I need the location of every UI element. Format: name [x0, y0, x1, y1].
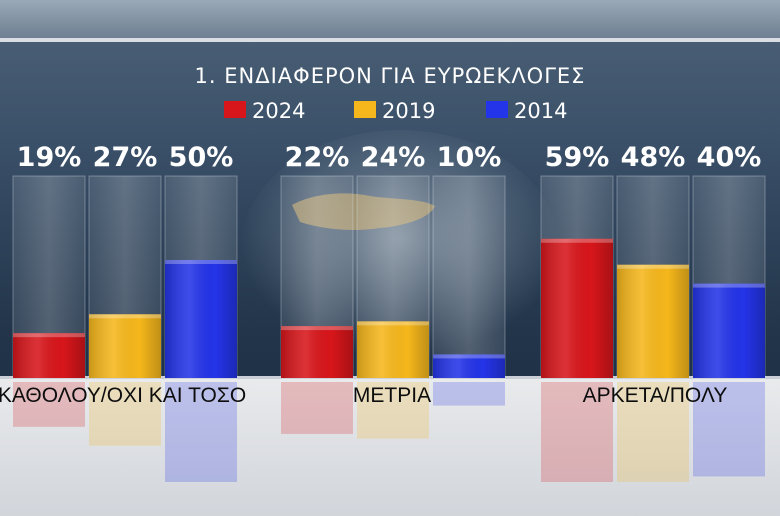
bar-reflection-cat3-2019 — [617, 382, 689, 482]
category-label-cat3: ΑΡΚΕΤΑ/ΠΟΛΥ — [583, 384, 728, 407]
data-label-cat3-2024: 59% — [545, 142, 610, 173]
bar-top-cat1-2014 — [165, 260, 237, 264]
data-label-cat2-2019: 24% — [361, 142, 426, 173]
bar-shade-cat2-2014 — [433, 354, 505, 378]
data-label-cat2-2024: 22% — [285, 142, 350, 173]
legend-label-2024: 2024 — [252, 99, 305, 123]
bar-reflection-cat1-2024 — [13, 382, 85, 427]
data-label-cat1-2019: 27% — [93, 142, 158, 173]
bar-shade-cat2-2019 — [357, 321, 429, 378]
data-label-cat3-2019: 48% — [621, 142, 686, 173]
bar-reflection-cat2-2024 — [281, 382, 353, 434]
bar-reflection-cat3-2014 — [693, 382, 765, 477]
data-label-cat1-2014: 50% — [169, 142, 234, 173]
bar-shade-cat1-2024 — [13, 333, 85, 378]
data-label-cat2-2014: 10% — [437, 142, 502, 173]
bar-reflection-cat2-2019 — [357, 382, 429, 439]
legend-swatch-2024 — [224, 101, 246, 118]
bar-top-cat2-2024 — [281, 326, 353, 331]
bar-shade-cat3-2019 — [617, 264, 689, 378]
legend-label-2014: 2014 — [514, 99, 567, 123]
bar-top-cat1-2019 — [89, 314, 161, 319]
legend-swatch-2019 — [354, 101, 376, 118]
floor — [0, 378, 780, 516]
legend-swatch-2014 — [486, 101, 508, 118]
reflection-layer — [13, 382, 765, 482]
bar-top-cat2-2014 — [433, 354, 505, 359]
bar-shade-cat3-2024 — [541, 238, 613, 378]
bar-reflection-cat1-2014 — [165, 382, 237, 482]
bar-shade-cat3-2014 — [693, 283, 765, 378]
legend-label-2019: 2019 — [382, 99, 435, 123]
data-label-cat3-2014: 40% — [697, 142, 762, 173]
chart-title: 1. ΕΝΔΙΑΦΕΡΟΝ ΓΙΑ ΕΥΡΩΕΚΛΟΓΕΣ — [195, 64, 586, 88]
top-strip-line — [0, 38, 780, 42]
bar-top-cat3-2024 — [541, 238, 613, 243]
bar-reflection-cat1-2019 — [89, 382, 161, 446]
percent-label-layer: 19% 27% 50% 22% 24% 10% 59% 48% 40% — [17, 142, 762, 173]
legend: 2024 2019 2014 — [224, 99, 567, 123]
category-label-cat2: ΜΕΤΡΙΑ — [353, 384, 431, 407]
bar-reflection-cat3-2024 — [541, 382, 613, 482]
bar-shade-cat2-2024 — [281, 326, 353, 378]
bar-shade-cat1-2014 — [165, 260, 237, 378]
bar-top-cat1-2024 — [13, 333, 85, 338]
category-label-layer: ΚΑΘΟΛΟΥ/ΟΧΙ ΚΑΙ ΤΟΣΟ ΜΕΤΡΙΑ ΑΡΚΕΤΑ/ΠΟΛΥ — [0, 384, 727, 407]
bar-top-cat2-2019 — [357, 321, 429, 326]
bar-reflection-cat2-2014 — [433, 382, 505, 406]
bar-shade-cat1-2019 — [89, 314, 161, 378]
data-label-cat1-2024: 19% — [17, 142, 82, 173]
tube-cat2-2014 — [432, 175, 506, 379]
bar-top-cat3-2014 — [693, 283, 765, 288]
top-strip — [0, 0, 780, 40]
bar-top-cat3-2019 — [617, 264, 689, 269]
category-label-cat1: ΚΑΘΟΛΟΥ/ΟΧΙ ΚΑΙ ΤΟΣΟ — [0, 384, 246, 407]
bar-layer — [13, 238, 765, 378]
